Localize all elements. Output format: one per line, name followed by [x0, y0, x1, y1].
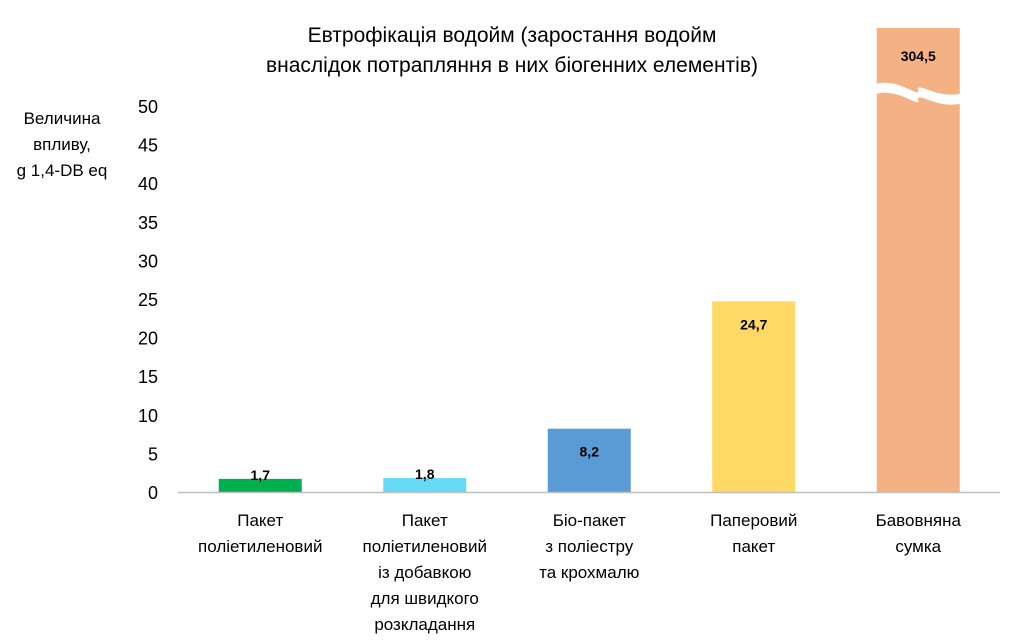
data-label: 304,5 [901, 48, 936, 64]
y-axis-label-line: впливу, [33, 135, 91, 154]
data-label: 1,7 [251, 467, 271, 483]
bar [218, 478, 302, 492]
category-label-line: Біо-пакет [553, 511, 626, 530]
category-label-line: для швидкого [371, 589, 479, 608]
y-tick-label: 10 [138, 406, 158, 426]
y-axis-label-line: Величина [24, 109, 101, 128]
bar [712, 301, 796, 492]
y-tick-label: 40 [138, 174, 158, 194]
category-label-line: пакет [732, 537, 775, 556]
category-label-line: поліетиленовий [198, 537, 322, 556]
category-label-line: сумка [895, 537, 941, 556]
category-label-line: та крохмалю [539, 563, 639, 582]
y-tick-label: 25 [138, 290, 158, 310]
y-tick-label: 30 [138, 251, 158, 271]
bar [876, 28, 960, 492]
chart-title-line: внаслідок потрапляння в них біогенних ел… [266, 54, 758, 77]
category-label-line: розкладання [374, 615, 475, 634]
chart-title-line: Евтрофікація водойм (заростання водойм [308, 24, 717, 47]
bar [547, 428, 631, 492]
category-label-line: Бавовняна [876, 511, 962, 530]
data-label: 8,2 [580, 444, 600, 460]
y-tick-label: 0 [148, 483, 158, 503]
bar [383, 478, 467, 492]
category-label-line: поліетиленовий [363, 537, 487, 556]
data-label: 1,8 [415, 466, 435, 482]
category-label-line: Пакет [237, 511, 283, 530]
category-label-line: із добавкою [378, 563, 472, 582]
y-tick-label: 50 [138, 97, 158, 117]
data-label: 24,7 [740, 316, 767, 332]
y-axis-label-line: g 1,4-DB eq [17, 161, 108, 180]
y-tick-label: 35 [138, 213, 158, 233]
y-tick-label: 45 [138, 136, 158, 156]
category-label-line: з поліестру [545, 537, 634, 556]
y-tick-label: 5 [148, 444, 158, 464]
axis-break-mark [870, 82, 966, 105]
y-tick-label: 15 [138, 367, 158, 387]
category-label-line: Паперовий [710, 511, 797, 530]
category-label-line: Пакет [402, 511, 448, 530]
y-tick-label: 20 [138, 329, 158, 349]
